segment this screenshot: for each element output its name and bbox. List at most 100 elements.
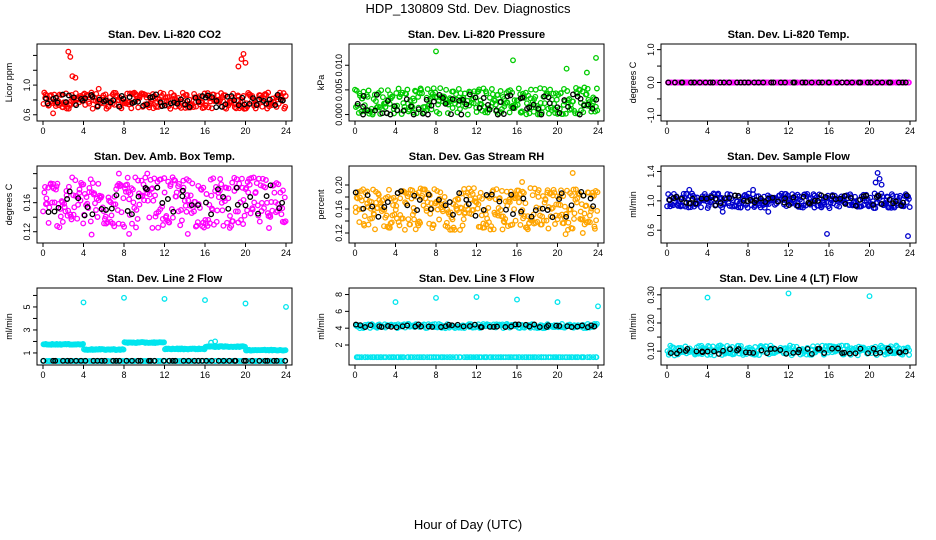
data-point: [872, 179, 879, 186]
data-point: [143, 101, 150, 108]
series: [45, 182, 286, 219]
data-point: [469, 191, 476, 197]
data-point: [581, 84, 588, 91]
data-point: [673, 194, 680, 200]
y-axis-label: ml/min: [316, 313, 326, 340]
data-point: [43, 195, 50, 202]
data-point: [266, 225, 272, 231]
data-point: [124, 181, 131, 188]
data-point: [364, 188, 371, 195]
data-point: [593, 54, 599, 61]
data-point: [40, 357, 47, 364]
data-point: [102, 213, 109, 220]
data-point: [442, 323, 449, 330]
data-point: [581, 210, 588, 217]
data-point: [512, 217, 519, 224]
data-point: [220, 357, 227, 364]
x-tick-label: 12: [159, 370, 169, 380]
data-point: [579, 216, 586, 223]
data-point: [587, 195, 594, 202]
data-point: [800, 202, 807, 209]
data-point: [381, 206, 388, 213]
series: [40, 357, 289, 364]
data-point: [61, 200, 68, 207]
data-point: [726, 79, 733, 86]
data-point: [375, 213, 382, 220]
data-point: [764, 350, 770, 357]
x-tick-label: 16: [824, 248, 834, 258]
data-point: [110, 97, 117, 104]
data-point: [545, 94, 552, 101]
data-point: [120, 95, 127, 102]
data-point: [678, 196, 685, 202]
data-point: [785, 290, 792, 297]
data-point: [213, 104, 220, 111]
data-point: [247, 194, 254, 200]
data-point: [583, 202, 590, 209]
plot-frame: [36, 287, 293, 366]
data-point: [111, 223, 118, 230]
data-point: [513, 354, 520, 361]
data-point: [742, 349, 749, 356]
data-point: [128, 211, 135, 218]
x-tick-label: 0: [40, 370, 45, 380]
data-point: [541, 85, 548, 92]
data-point: [676, 347, 683, 354]
data-point: [249, 206, 256, 213]
data-point: [203, 199, 209, 206]
data-point: [544, 207, 551, 213]
data-point: [558, 190, 565, 197]
data-point: [802, 79, 809, 86]
data-point: [806, 200, 813, 207]
chart-panel: Stan. Dev. Line 4 (LT) Flow ml/min 0 4 8 12 16…: [628, 273, 917, 380]
data-point: [465, 201, 472, 207]
data-point: [179, 187, 186, 194]
y-tick-label: 0.010: [334, 54, 344, 77]
data-point: [819, 79, 826, 86]
data-point: [507, 92, 514, 99]
data-point: [376, 197, 383, 203]
data-point: [369, 203, 376, 210]
data-point: [229, 218, 236, 225]
data-point: [55, 204, 62, 211]
data-point: [804, 345, 811, 352]
data-point: [540, 217, 547, 224]
chart-title: Stan. Dev. Line 3 Flow: [419, 273, 535, 285]
data-point: [454, 321, 461, 328]
data-point: [262, 357, 269, 364]
data-point: [126, 94, 133, 101]
data-point: [430, 222, 437, 229]
data-point: [228, 93, 235, 100]
y-axis-label: ml/min: [4, 313, 14, 340]
data-point: [195, 357, 202, 364]
data-point: [906, 204, 913, 211]
data-point: [529, 98, 536, 105]
data-point: [244, 207, 251, 214]
data-point: [875, 192, 882, 199]
data-point: [546, 100, 553, 107]
data-point: [153, 104, 160, 110]
data-point: [549, 214, 556, 221]
data-point: [515, 321, 522, 328]
x-tick-label: 16: [200, 370, 210, 380]
data-point: [483, 192, 490, 198]
data-point: [503, 206, 509, 213]
data-point: [62, 208, 69, 215]
y-axis-label: ml/min: [628, 191, 638, 218]
data-point: [191, 357, 198, 364]
data-point: [569, 170, 576, 176]
data-point: [502, 324, 509, 330]
data-point: [385, 323, 391, 329]
data-point: [870, 345, 877, 352]
data-point: [519, 179, 526, 185]
data-point: [161, 339, 167, 346]
data-point: [80, 341, 86, 347]
data-point: [470, 185, 477, 192]
data-point: [417, 219, 424, 226]
data-point: [52, 186, 59, 193]
x-tick-label: 0: [664, 248, 669, 258]
x-tick-label: 8: [433, 248, 438, 258]
data-point: [424, 111, 431, 118]
data-point: [360, 111, 367, 118]
data-point: [137, 357, 144, 364]
